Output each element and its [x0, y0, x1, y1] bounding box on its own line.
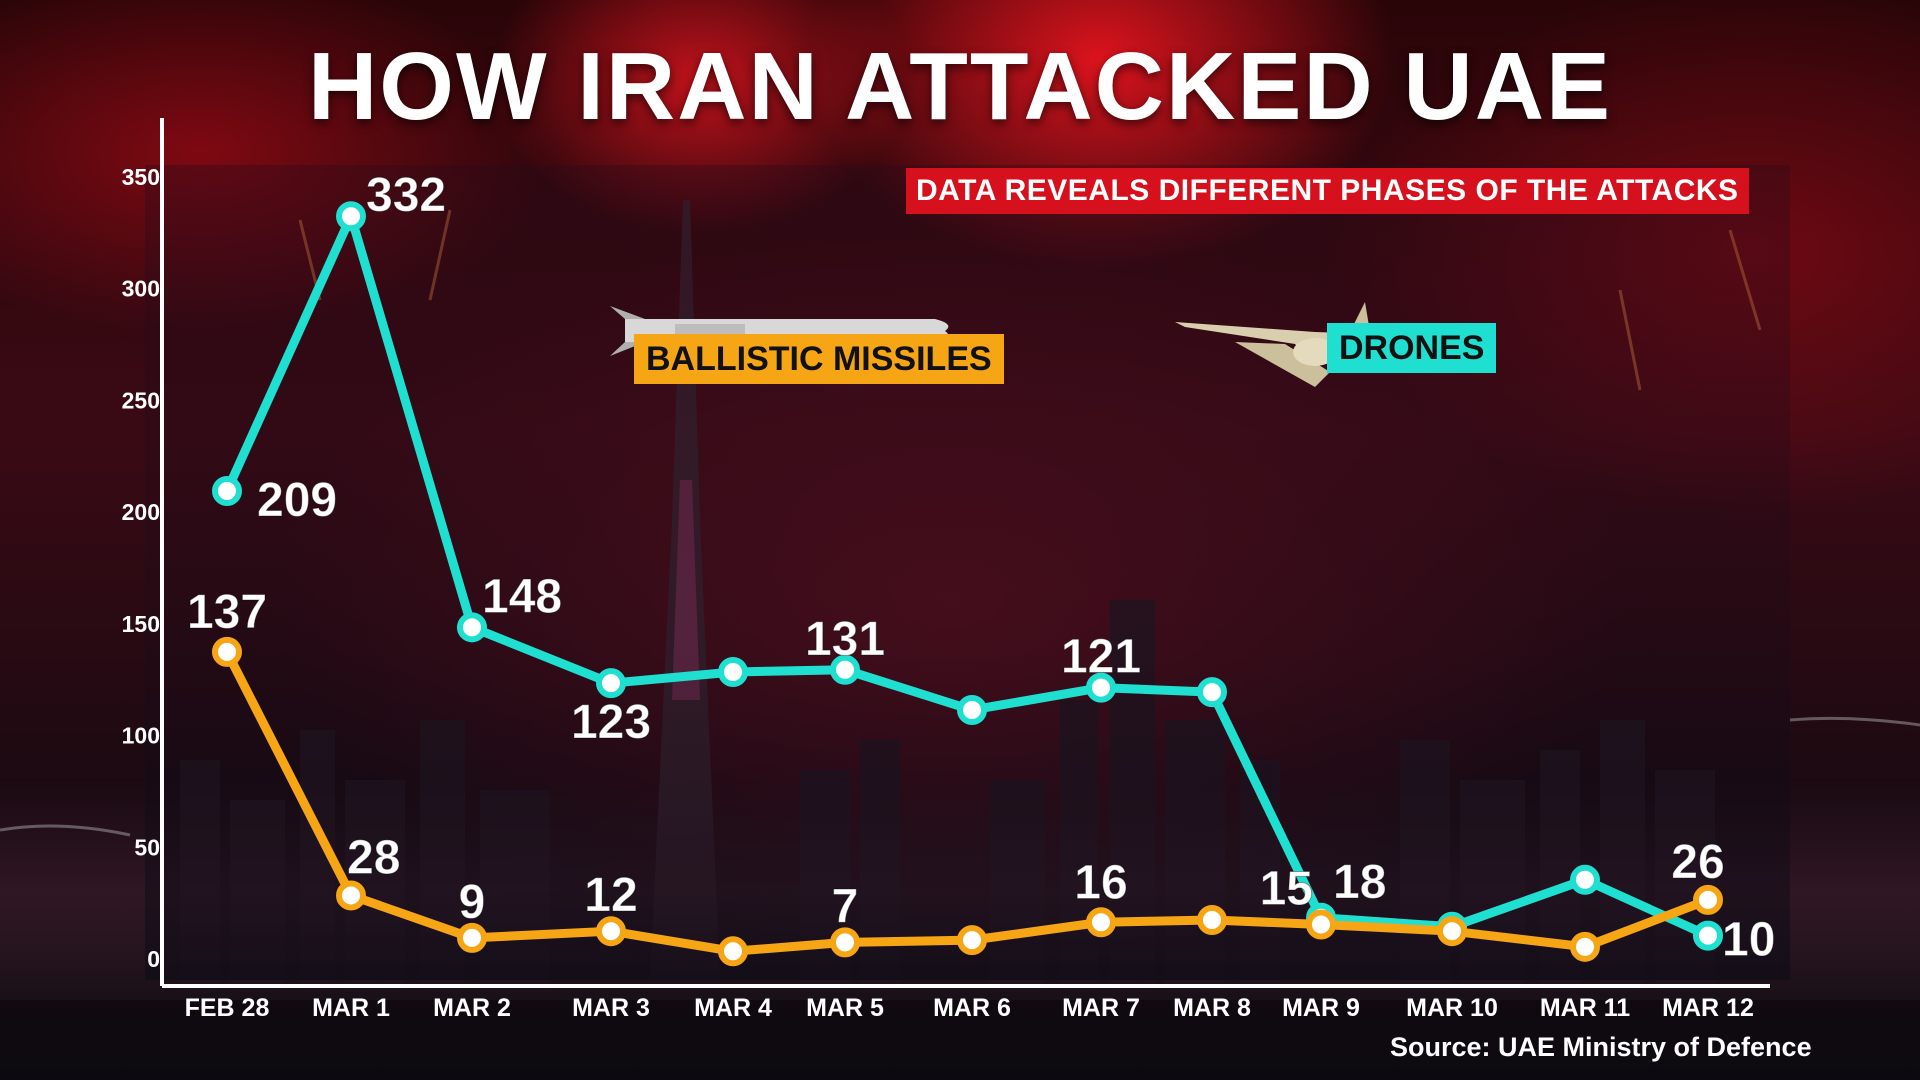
drones-point [1086, 672, 1116, 703]
x-tick-label: MAR 8 [1173, 994, 1251, 1022]
x-tick-label: MAR 6 [933, 994, 1011, 1022]
drones-data-label: 18 [1333, 856, 1386, 909]
drones-data-label: 10 [1722, 914, 1775, 967]
drones-point [1693, 920, 1723, 951]
data-label-layer: 209 332 148 123 131 121 18 10 137 28 9 12 7 16 15 26 [186, 169, 1775, 967]
drones-data-label: 131 [805, 613, 885, 666]
ballistic-missiles-point [830, 927, 860, 958]
drones-point [336, 201, 366, 232]
x-tick-label: MAR 11 [1540, 994, 1630, 1022]
drones-point [718, 657, 748, 688]
ballistic-missiles-point [718, 936, 748, 967]
ballistic-missiles-point [1197, 905, 1227, 936]
ballistic-missiles-data-label: 26 [1671, 836, 1724, 889]
y-tick-label: 50 [134, 834, 160, 860]
y-tick-label: 300 [122, 276, 160, 302]
ballistic-missiles-point [457, 922, 487, 953]
ballistic-missiles-data-label: 137 [187, 586, 267, 639]
ballistic-missiles-point [1306, 909, 1336, 940]
y-axis-ticks: 0 50 100 150 200 250 300 350 [122, 164, 160, 972]
drones-data-label: 148 [482, 570, 562, 623]
drones-point [957, 694, 987, 725]
legend-ballistic-missiles: BALLISTIC MISSILES [634, 334, 1004, 384]
y-tick-label: 350 [122, 164, 160, 190]
barbed-wire [0, 716, 1920, 837]
source-credit: Source: UAE Ministry of Defence [1390, 1032, 1812, 1062]
ballistic-missiles-point [1693, 884, 1723, 915]
y-tick-label: 0 [147, 946, 160, 972]
ballistic-missiles-point [1437, 916, 1467, 947]
x-tick-label: MAR 5 [806, 994, 884, 1022]
x-tick-label: MAR 2 [433, 994, 511, 1022]
x-tick-label: MAR 12 [1662, 994, 1754, 1022]
drones-data-label: 123 [571, 696, 651, 749]
drones-point [212, 476, 242, 507]
legend-drones: DRONES [1327, 323, 1497, 373]
x-axis-ticks: FEB 28 MAR 1 MAR 2 MAR 3 MAR 4 MAR 5 MAR 6 MAR … [185, 994, 1754, 1022]
ballistic-missiles-point [336, 880, 366, 911]
ballistic-missiles-point [596, 916, 626, 947]
x-tick-label: MAR 9 [1282, 994, 1360, 1022]
drones-point [830, 654, 860, 685]
ballistic-missiles-point [1086, 907, 1116, 938]
x-tick-label: MAR 7 [1062, 994, 1140, 1022]
ballistic-missiles-data-label: 12 [584, 869, 637, 922]
drones-point [1197, 677, 1227, 708]
chart-subtitle: DATA REVEALS DIFFERENT PHASES OF THE ATT… [906, 168, 1749, 214]
x-tick-label: MAR 4 [694, 994, 772, 1022]
x-tick-label: FEB 28 [185, 994, 270, 1022]
x-tick-label: MAR 10 [1406, 994, 1498, 1022]
ballistic-missiles-point [1570, 931, 1600, 962]
drones-data-label: 209 [257, 474, 337, 527]
ballistic-missiles-data-label: 9 [459, 876, 486, 929]
ballistic-missiles-data-label: 7 [832, 880, 859, 933]
drones-point [457, 612, 487, 643]
y-tick-label: 150 [122, 611, 160, 637]
x-tick-label: MAR 1 [312, 994, 390, 1022]
drones-data-label: 332 [366, 169, 446, 222]
y-tick-label: 200 [122, 499, 160, 525]
y-tick-label: 250 [122, 387, 160, 413]
page-title: HOW IRAN ATTACKED UAE [307, 33, 1613, 140]
ballistic-missiles-point [957, 925, 987, 956]
drones-point [596, 668, 626, 699]
ballistic-missiles-data-label: 28 [347, 831, 400, 884]
y-tick-label: 100 [122, 723, 160, 749]
drones-data-label: 121 [1061, 631, 1141, 684]
ballistic-missiles-data-label: 16 [1074, 856, 1127, 909]
x-tick-label: MAR 3 [572, 994, 650, 1022]
ballistic-missiles-point [212, 636, 242, 667]
ballistic-missiles-data-label: 15 [1260, 862, 1313, 915]
drones-point [1570, 864, 1600, 895]
chart-panel [145, 165, 1790, 980]
series-layer [212, 201, 1723, 967]
